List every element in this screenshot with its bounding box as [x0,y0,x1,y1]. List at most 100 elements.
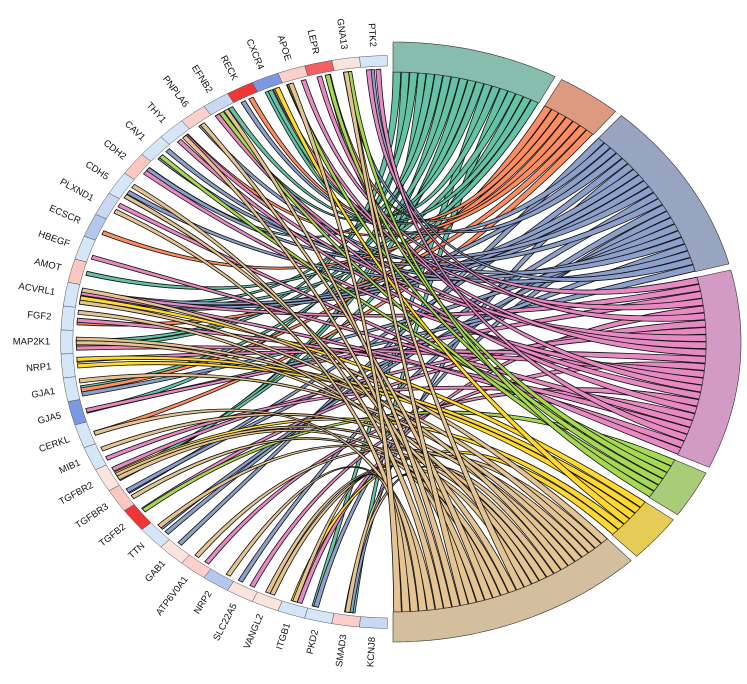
chord-ribbon [76,361,636,520]
chord-ribbon [316,75,703,393]
chord-ribbon [113,208,419,613]
gene-segment-acvrl1 [63,282,81,308]
gene-segment-slc22a5 [227,580,258,602]
gene-segment-mib1 [83,443,107,471]
gene-segment-vangl2 [251,591,283,612]
gene-segment-reck [227,82,258,104]
chord-ribbon [85,290,703,413]
gene-segment-fgf2 [60,305,76,331]
chord-ribbon [157,155,655,260]
gene-label: CERKL [38,434,72,455]
gene-label: PKD2 [305,629,321,656]
gene-label: AMOT [33,256,63,274]
sector-arc-3 [597,115,730,273]
chord-ribbon [181,134,453,609]
chord-ribbon [100,412,576,567]
chord-ribbon [227,96,532,224]
sector-arc-2 [544,79,617,135]
chord-ribbon [77,309,517,594]
gene-label: EFNB2 [189,63,215,95]
gene-segment-apoe [277,65,309,84]
chord-ribbon [267,85,501,217]
gene-label: TGFBR2 [57,480,95,508]
chord-ribbon [81,287,609,544]
gene-label: VANGL2 [242,613,266,651]
ribbon-layer [75,68,707,614]
gene-label: RECK [218,54,240,83]
sector-arc-7 [392,538,632,643]
chord-ribbon [343,71,469,607]
gene-label: TGFB2 [97,522,128,550]
chord-ribbon [375,68,688,442]
gene-label: GJA1 [31,386,56,401]
gene-label: HBEGF [37,229,72,250]
gene-label: MIB1 [58,457,83,476]
gene-segment-smad3 [331,613,361,628]
chord-ribbon [288,82,402,613]
gene-segment-gab1 [160,539,190,564]
gene-label: CXCR4 [244,37,267,71]
gene-label: TGFBR3 [73,501,110,531]
gene-label: THY1 [144,100,168,125]
gene-label: SMAD3 [334,634,350,668]
gene-label: CDH2 [101,138,128,163]
gene-segment-tgfbr3 [108,484,135,512]
sector-arc-5 [648,459,707,516]
gene-segment-hbegf [74,235,96,263]
gene-segment-cdh2 [124,154,152,180]
sector-arc-6 [611,501,674,557]
chord-ribbon [78,299,569,571]
gene-label: ECSCR [47,203,82,227]
gene-segment-ptk2 [359,55,388,68]
chord-ribbon [126,189,683,281]
gene-label: GAB1 [143,558,168,584]
chord-ribbon [365,69,706,322]
chord-ribbon [76,355,641,514]
sector-arc-4 [677,269,742,468]
gene-segment-efnb2 [203,93,234,116]
gene-label: SLC22A5 [211,602,240,643]
gene-label: APOE [275,34,294,63]
chord-ribbon [223,108,461,608]
gene-segment-cxcr4 [251,72,283,93]
chord-ribbon [269,453,602,596]
gene-label: LEPR [305,29,321,56]
gene-label: CDH5 [83,159,111,183]
sector-arc-layer [392,41,742,643]
gene-segment-cerkl [74,421,96,449]
gene-label: PNPLA6 [160,74,191,110]
gene-label: PLXND1 [58,177,96,204]
gene-segment-tgfb2 [124,504,152,530]
gene-segment-itgb1 [277,600,309,619]
gene-segment-atp6v0a1 [181,554,212,578]
gene-label: NRP2 [192,589,215,616]
gene-segment-thy1 [160,120,190,145]
chord-ribbon [248,96,560,225]
gene-label: PTK2 [366,23,378,47]
chord-ribbon [240,100,611,236]
gene-segment-ttn [141,522,170,548]
gene-segment-amot [67,258,87,285]
gene-segment-kcnj8 [359,616,388,629]
gene-label: MAP2K1 [13,337,51,348]
chord-ribbon [285,83,707,357]
gene-segment-pkd2 [304,607,335,624]
gene-segment-tgfbr2 [95,464,120,492]
chord-ribbon [76,124,587,327]
gene-segment-nrp2 [203,568,234,591]
gene-segment-cav1 [141,136,170,162]
gene-segment-nrp1 [60,353,76,379]
gene-label: TTN [126,541,147,562]
gene-segment-cdh5 [108,172,135,200]
gene-segment-map2k1 [60,329,74,355]
gene-label: ATP6V0A1 [154,574,191,618]
gene-label: FGF2 [27,310,52,323]
gene-label: GJA5 [37,410,63,427]
chord-ribbon [274,86,631,525]
gene-segment-lepr [304,60,335,77]
sector-arc-1 [392,41,556,104]
gene-label: CAV1 [122,119,147,144]
gene-segment-gja5 [67,399,87,426]
gene-label: KCNJ8 [365,637,378,668]
